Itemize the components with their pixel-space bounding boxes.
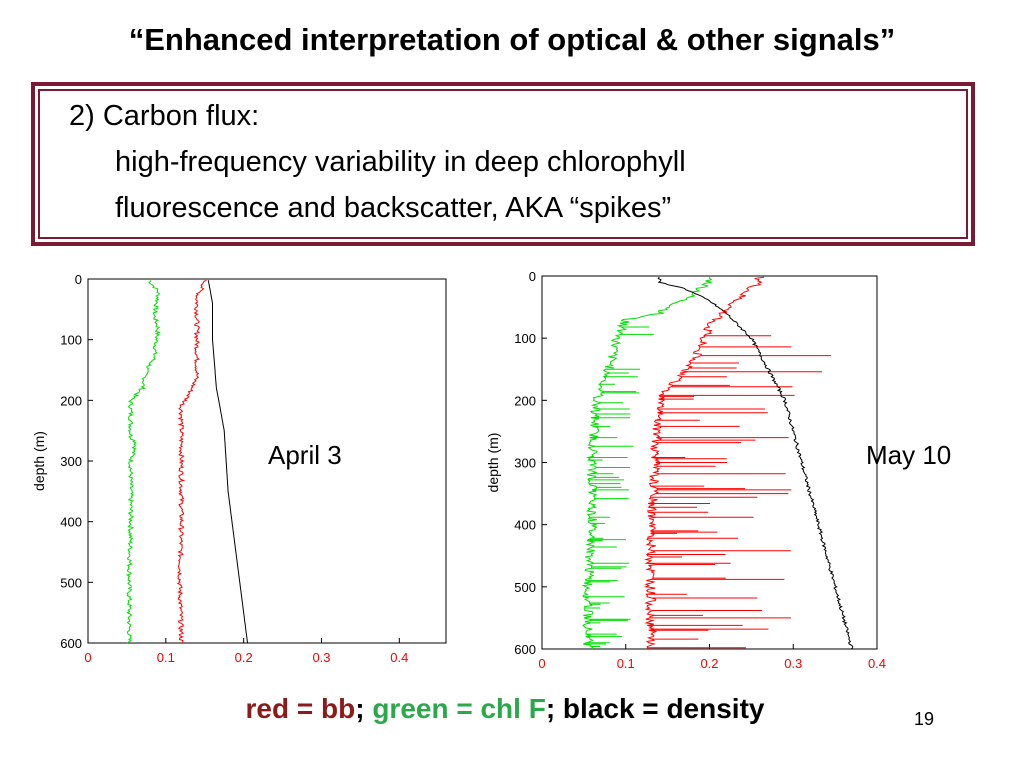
x-tick-label: 0.4	[390, 650, 408, 665]
y-axis-label: depth (m)	[31, 431, 47, 491]
callout-box: 2) Carbon flux: high-frequency variabili…	[31, 82, 975, 246]
april-label: April 3	[268, 440, 342, 470]
series-chl	[581, 276, 713, 650]
legend-green: green = chl F	[372, 693, 546, 724]
legend-red: red = bb	[245, 693, 356, 724]
y-axis-label: depth (m)	[485, 433, 501, 493]
callout-line-3: fluorescence and backscatter, AKA “spike…	[115, 192, 672, 224]
x-tick-label: 0	[538, 656, 545, 671]
y-tick-label: 100	[60, 333, 82, 348]
y-tick-label: 300	[514, 456, 536, 471]
y-tick-label: 600	[514, 642, 536, 657]
y-tick-label: 200	[514, 393, 536, 408]
y-tick-label: 400	[60, 515, 82, 530]
series-bb	[643, 276, 832, 650]
slide-title: “Enhanced interpretation of optical & ot…	[128, 22, 896, 57]
callout-line-1: 2) Carbon flux:	[69, 100, 260, 132]
y-tick-label: 100	[514, 331, 536, 346]
y-tick-label: 500	[60, 575, 82, 590]
y-tick-label: 300	[60, 454, 82, 469]
callout-line-2: high-frequency variability in deep chlor…	[115, 146, 686, 178]
legend-sep-1: ;	[355, 693, 373, 724]
x-tick-label: 0.1	[157, 650, 175, 665]
series-density	[657, 276, 854, 650]
x-tick-label: 0.4	[868, 656, 886, 671]
x-tick-label: 0.2	[700, 656, 718, 671]
x-tick-label: 0.2	[235, 650, 253, 665]
y-tick-label: 500	[514, 580, 536, 595]
y-tick-label: 0	[529, 269, 536, 284]
x-tick-label: 0.1	[617, 656, 635, 671]
x-tick-label: 0	[84, 650, 91, 665]
page-number: 19	[914, 709, 935, 729]
legend-sep-2: ; black = density	[545, 693, 765, 724]
series-chl	[125, 280, 161, 644]
y-tick-label: 200	[60, 393, 82, 408]
x-tick-label: 0.3	[312, 650, 330, 665]
y-tick-label: 600	[60, 636, 82, 651]
series-bb	[176, 279, 207, 643]
color-legend: red = bb; green = chl F; black = density	[0, 693, 1010, 725]
series-density	[208, 280, 248, 644]
y-tick-label: 400	[514, 518, 536, 533]
y-tick-label: 0	[75, 272, 82, 287]
may-label: May 10	[866, 440, 952, 470]
x-tick-label: 0.3	[784, 656, 802, 671]
plot-frame	[87, 278, 447, 644]
